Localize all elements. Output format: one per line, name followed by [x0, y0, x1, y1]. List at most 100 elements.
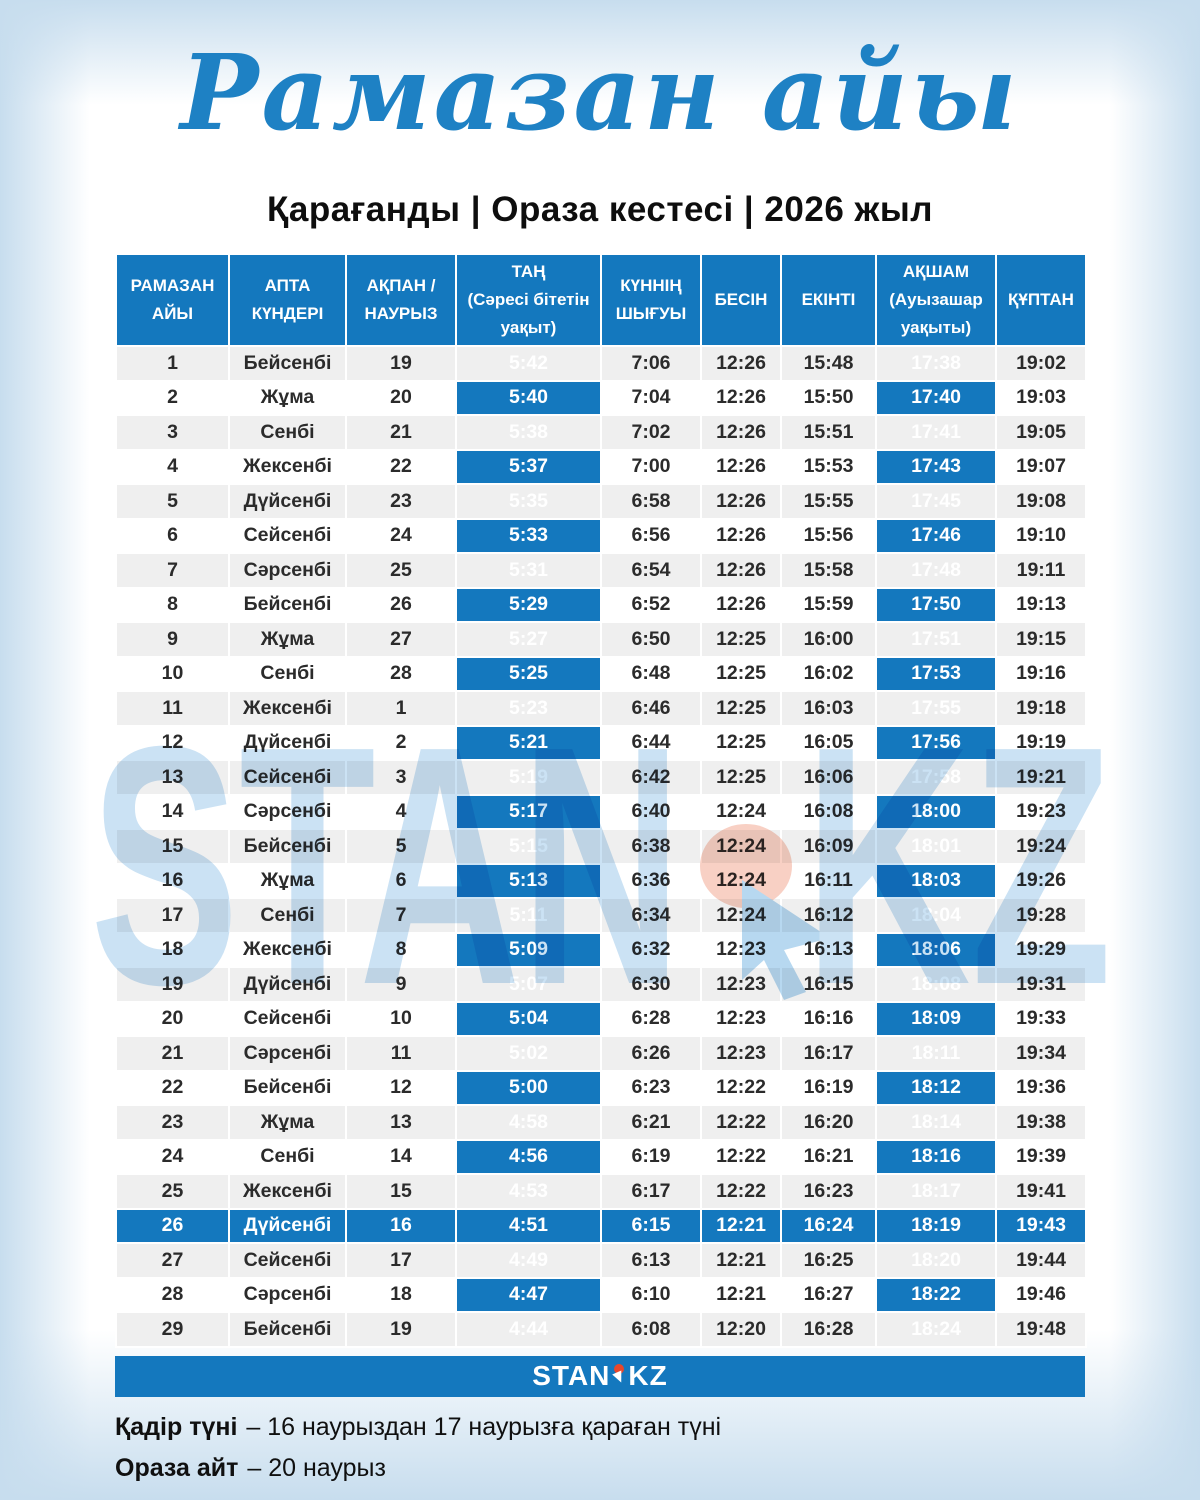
note-oraza-ait: Ораза айт – 20 наурыз — [115, 1452, 1085, 1484]
cell-r5-c4: 5:35 — [455, 483, 602, 520]
cell-r11-c9: 19:18 — [995, 690, 1087, 727]
cell-r11-c5: 6:46 — [600, 690, 702, 727]
cell-r16-c6: 12:24 — [700, 862, 782, 899]
cell-r27-c5: 6:13 — [600, 1242, 702, 1279]
column-header-9: ҚҰПТАН — [995, 253, 1087, 347]
cell-r6-c3: 24 — [345, 517, 457, 554]
cell-r1-c2: Бейсенбі — [228, 345, 347, 382]
cell-r17-c8: 18:04 — [875, 897, 997, 934]
cell-r18-c4: 5:09 — [455, 931, 602, 968]
cell-r14-c2: Сәрсенбі — [228, 793, 347, 830]
cell-r25-c1: 25 — [115, 1173, 230, 1210]
cell-r9-c6: 12:25 — [700, 621, 782, 658]
table-row-21: 21 Сәрсенбі 11 5:02 6:26 12:23 16:17 18:11 19:34 — [115, 1035, 1087, 1072]
cell-r28-c7: 16:27 — [780, 1276, 877, 1313]
cell-r19-c8: 18:08 — [875, 966, 997, 1003]
cell-r14-c3: 4 — [345, 793, 457, 830]
cell-r18-c8: 18:06 — [875, 931, 997, 968]
cell-r17-c7: 16:12 — [780, 897, 877, 934]
cell-r15-c4: 5:15 — [455, 828, 602, 865]
cell-r28-c1: 28 — [115, 1276, 230, 1313]
footer-brand-bar: STAN KZ — [115, 1355, 1085, 1397]
cell-r11-c3: 1 — [345, 690, 457, 727]
cell-r28-c9: 19:46 — [995, 1276, 1087, 1313]
cell-r2-c4: 5:40 — [455, 379, 602, 416]
cell-r4-c8: 17:43 — [875, 448, 997, 485]
cell-r2-c3: 20 — [345, 379, 457, 416]
cell-r5-c9: 19:08 — [995, 483, 1087, 520]
cell-r6-c2: Сейсенбі — [228, 517, 347, 554]
cell-r18-c7: 16:13 — [780, 931, 877, 968]
cell-r26-c8: 18:19 — [875, 1207, 997, 1244]
cell-r6-c4: 5:33 — [455, 517, 602, 554]
cell-r24-c2: Сенбі — [228, 1138, 347, 1175]
table-row-3: 3 Сенбі 21 5:38 7:02 12:26 15:51 17:41 19:05 — [115, 414, 1087, 451]
table-row-4: 4 Жексенбі 22 5:37 7:00 12:26 15:53 17:43 19:07 — [115, 448, 1087, 485]
cell-r7-c1: 7 — [115, 552, 230, 589]
cell-r26-c9: 19:43 — [995, 1207, 1087, 1244]
cell-r25-c8: 18:17 — [875, 1173, 997, 1210]
cell-r1-c1: 1 — [115, 345, 230, 382]
cell-r29-c3: 19 — [345, 1311, 457, 1348]
cell-r7-c4: 5:31 — [455, 552, 602, 589]
cell-r26-c6: 12:21 — [700, 1207, 782, 1244]
cell-r15-c3: 5 — [345, 828, 457, 865]
cell-r29-c8: 18:24 — [875, 1311, 997, 1348]
cell-r2-c5: 7:04 — [600, 379, 702, 416]
cell-r10-c4: 5:25 — [455, 655, 602, 692]
column-header-2: АПТА КҮНДЕРІ — [228, 253, 347, 347]
cell-r12-c8: 17:56 — [875, 724, 997, 761]
cell-r10-c9: 19:16 — [995, 655, 1087, 692]
cell-r23-c6: 12:22 — [700, 1104, 782, 1141]
table-row-24: 24 Сенбі 14 4:56 6:19 12:22 16:21 18:16 19:39 — [115, 1138, 1087, 1175]
cell-r1-c7: 15:48 — [780, 345, 877, 382]
table-row-18: 18 Жексенбі 8 5:09 6:32 12:23 16:13 18:06 19:29 — [115, 931, 1087, 968]
cell-r23-c7: 16:20 — [780, 1104, 877, 1141]
footnotes: Қадір түні – 16 наурыздан 17 наурызға қар… — [115, 1411, 1085, 1484]
cell-r17-c5: 6:34 — [600, 897, 702, 934]
cell-r13-c2: Сейсенбі — [228, 759, 347, 796]
column-header-6: БЕСІН — [700, 253, 782, 347]
cell-r8-c6: 12:26 — [700, 586, 782, 623]
cell-r29-c9: 19:48 — [995, 1311, 1087, 1348]
cell-r1-c4: 5:42 — [455, 345, 602, 382]
cell-r12-c5: 6:44 — [600, 724, 702, 761]
table-row-26: 26 Дүйсенбі 16 4:51 6:15 12:21 16:24 18:19 19:43 — [115, 1207, 1087, 1244]
cell-r4-c6: 12:26 — [700, 448, 782, 485]
cell-r2-c2: Жұма — [228, 379, 347, 416]
cell-r7-c8: 17:48 — [875, 552, 997, 589]
table-body: 1 Бейсенбі 19 5:42 7:06 12:26 15:48 17:38 19:02 2… — [115, 345, 1087, 1348]
cell-r26-c2: Дүйсенбі — [228, 1207, 347, 1244]
logo-red-dot-icon — [614, 1364, 625, 1374]
prayer-times-table: РАМАЗАН АЙЫ АПТА КҮНДЕРІ АҚПАН / НАУРЫЗ ТАҢ… — [115, 253, 1087, 1348]
table-header: РАМАЗАН АЙЫ АПТА КҮНДЕРІ АҚПАН / НАУРЫЗ ТАҢ… — [115, 253, 1087, 347]
cell-r17-c1: 17 — [115, 897, 230, 934]
table-row-29: 29 Бейсенбі 19 4:44 6:08 12:20 16:28 18:24 19:48 — [115, 1311, 1087, 1348]
cell-r19-c7: 16:15 — [780, 966, 877, 1003]
cell-r14-c7: 16:08 — [780, 793, 877, 830]
column-header-4: ТАҢ (Сәресі бітетін уақыт) — [455, 253, 602, 347]
cell-r17-c6: 12:24 — [700, 897, 782, 934]
cell-r13-c7: 16:06 — [780, 759, 877, 796]
cell-r4-c4: 5:37 — [455, 448, 602, 485]
cell-r28-c2: Сәрсенбі — [228, 1276, 347, 1313]
column-header-3: АҚПАН / НАУРЫЗ — [345, 253, 457, 347]
cell-r22-c9: 19:36 — [995, 1069, 1087, 1106]
cell-r22-c4: 5:00 — [455, 1069, 602, 1106]
column-header-1: РАМАЗАН АЙЫ — [115, 253, 230, 347]
note-label: Қадір түні — [115, 1412, 238, 1441]
cell-r11-c7: 16:03 — [780, 690, 877, 727]
cell-r5-c2: Дүйсенбі — [228, 483, 347, 520]
cell-r5-c3: 23 — [345, 483, 457, 520]
cell-r27-c9: 19:44 — [995, 1242, 1087, 1279]
cell-r23-c5: 6:21 — [600, 1104, 702, 1141]
cell-r5-c8: 17:45 — [875, 483, 997, 520]
cell-r16-c7: 16:11 — [780, 862, 877, 899]
cell-r24-c5: 6:19 — [600, 1138, 702, 1175]
cell-r18-c2: Жексенбі — [228, 931, 347, 968]
cell-r7-c9: 19:11 — [995, 552, 1087, 589]
cell-r21-c9: 19:34 — [995, 1035, 1087, 1072]
cell-r9-c9: 19:15 — [995, 621, 1087, 658]
cell-r7-c2: Сәрсенбі — [228, 552, 347, 589]
